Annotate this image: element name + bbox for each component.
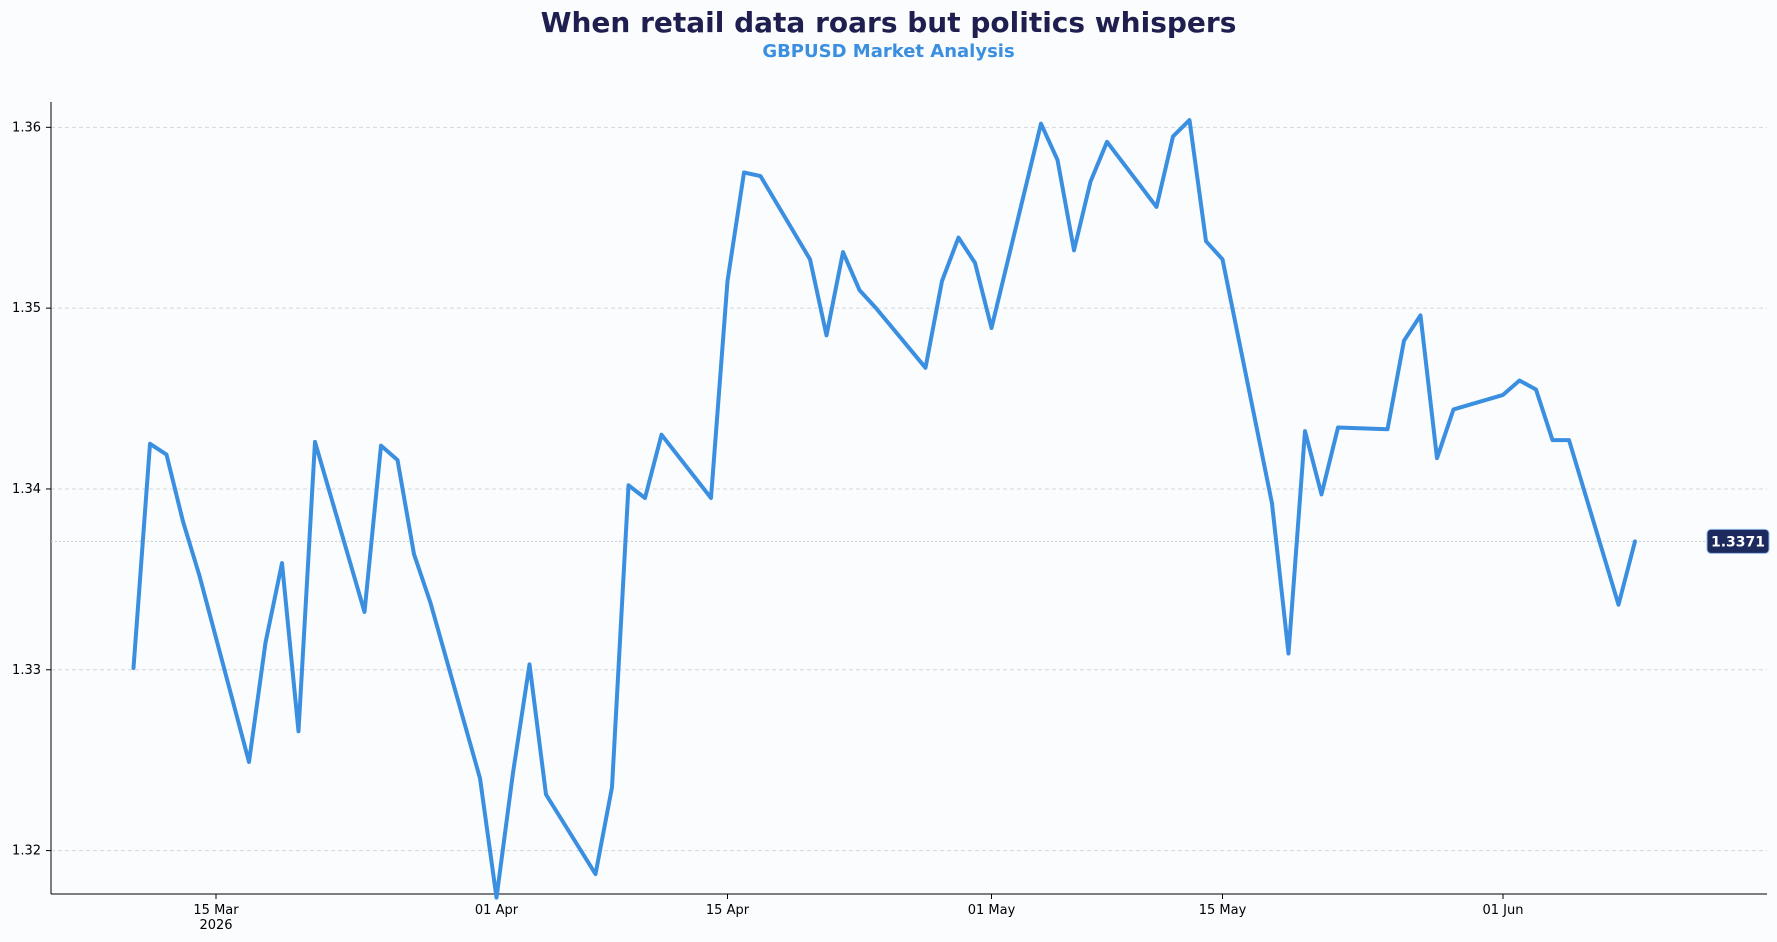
chart-subtitle: GBPUSD Market Analysis — [762, 41, 1015, 62]
y-tick-label: 1.32 — [12, 844, 41, 859]
x-tick-label: 01 May — [968, 903, 1016, 918]
x-tick-label: 15 Apr — [706, 903, 750, 918]
x-tick-label: 15 Mar — [193, 903, 239, 918]
price-line — [131, 118, 1637, 900]
y-tick-label: 1.34 — [12, 482, 41, 497]
y-tick-label: 1.36 — [12, 120, 41, 135]
y-tick-label: 1.35 — [12, 301, 41, 316]
chart-title: When retail data roars but politics whis… — [540, 6, 1237, 39]
x-tick-sublabel: 2026 — [199, 918, 232, 933]
last-value-label: 1.3371 — [1711, 534, 1765, 550]
x-tick-label: 01 Apr — [475, 903, 519, 918]
x-tick-label: 15 May — [1199, 903, 1247, 918]
last-value-badge — [1706, 528, 1770, 554]
x-tick-label: 01 Jun — [1483, 903, 1524, 918]
y-tick-label: 1.33 — [12, 663, 41, 678]
